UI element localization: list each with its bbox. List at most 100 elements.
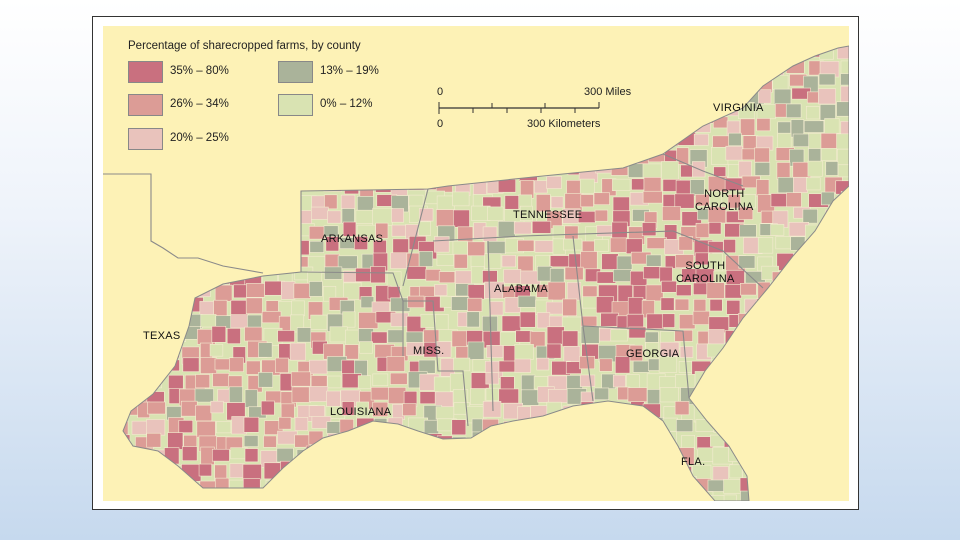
county-cell <box>820 493 835 501</box>
county-cell <box>185 221 204 234</box>
county-cell <box>261 311 282 324</box>
county-cell <box>583 493 598 501</box>
scale-zero-miles: 0 <box>437 86 444 98</box>
county-cell <box>629 420 644 436</box>
county-cell <box>513 221 532 235</box>
county-cell <box>486 345 504 358</box>
county-cell <box>372 85 389 101</box>
county-cell <box>836 101 849 117</box>
county-cell <box>551 435 568 454</box>
county-cell <box>824 388 840 401</box>
county-cell <box>470 388 486 405</box>
county-cell <box>278 416 292 430</box>
county-cell <box>578 448 598 466</box>
county-cell <box>786 192 802 208</box>
county-cell <box>245 297 263 314</box>
county-cell <box>521 494 537 501</box>
county-cell <box>226 328 241 345</box>
county-cell <box>184 75 199 92</box>
legend-swatch <box>128 61 163 83</box>
county-cell <box>805 224 825 243</box>
county-cell <box>280 221 295 240</box>
county-cell <box>148 345 165 363</box>
county-cell <box>198 463 212 477</box>
state-border-line <box>403 300 469 427</box>
county-cell <box>710 434 727 447</box>
county-cell <box>486 241 507 255</box>
county-cell <box>564 462 579 482</box>
county-cell <box>727 71 743 86</box>
county-cell <box>580 251 598 270</box>
county-cell <box>825 209 842 227</box>
county-cell <box>194 388 214 403</box>
county-cell <box>404 448 418 465</box>
county-cell <box>609 58 628 72</box>
county-cell <box>536 312 551 329</box>
county-cell <box>279 194 294 213</box>
county-cell <box>601 60 622 75</box>
county-cell <box>370 386 390 401</box>
scale-bar <box>438 102 600 114</box>
county-cell <box>758 89 772 104</box>
county-cell <box>309 149 330 164</box>
county-cell <box>770 371 788 391</box>
county-cell <box>776 162 791 180</box>
county-cell <box>123 296 134 314</box>
county-cell <box>149 194 166 211</box>
county-cell <box>385 148 403 162</box>
county-cell <box>387 434 408 449</box>
county-cell <box>325 149 343 164</box>
county-cell <box>787 300 803 316</box>
county-cell <box>614 356 631 374</box>
county-cell <box>793 282 810 297</box>
county-cell <box>821 238 841 257</box>
county-cell <box>744 435 764 453</box>
county-cell <box>195 166 216 182</box>
county-cell <box>629 57 643 69</box>
county-cell <box>504 466 518 481</box>
county-cell <box>596 224 613 237</box>
county-cell <box>212 372 230 387</box>
county-cell <box>389 372 408 385</box>
county-cell <box>739 375 760 390</box>
county-cell <box>123 223 133 242</box>
county-cell <box>756 118 771 132</box>
county-cell <box>825 420 842 435</box>
county-cell <box>469 166 489 185</box>
state-border-layer <box>103 45 849 501</box>
county-cell <box>710 495 730 501</box>
county-cell <box>279 236 296 251</box>
state-label-miss: MISS. <box>413 345 445 357</box>
county-cell <box>790 376 808 392</box>
county-cell <box>312 117 332 135</box>
county-cell <box>709 299 723 312</box>
county-cell <box>178 420 194 434</box>
county-cell <box>274 146 296 163</box>
county-cell <box>754 162 771 176</box>
county-cell <box>243 416 260 433</box>
county-cell <box>295 494 310 501</box>
county-cell <box>696 88 717 103</box>
county-cell <box>453 357 471 372</box>
county-cell <box>149 180 167 200</box>
county-cell <box>163 346 180 359</box>
county-cell <box>537 463 558 476</box>
county-cell <box>678 121 692 138</box>
county-cell <box>754 357 775 374</box>
county-cell <box>578 136 599 150</box>
county-cell <box>291 386 311 403</box>
county-cell <box>123 373 138 391</box>
county-cell <box>837 148 849 167</box>
county-cell <box>390 180 408 196</box>
county-cell <box>593 192 610 205</box>
county-cell <box>552 447 569 465</box>
county-cell <box>167 432 184 450</box>
county-cell <box>230 314 249 329</box>
county-cell <box>759 57 776 76</box>
county-cell <box>726 373 745 392</box>
county-cell <box>123 329 130 345</box>
county-cell <box>615 136 635 150</box>
county-cell <box>738 55 758 74</box>
county-cell <box>327 375 342 389</box>
county-cell <box>641 436 660 454</box>
